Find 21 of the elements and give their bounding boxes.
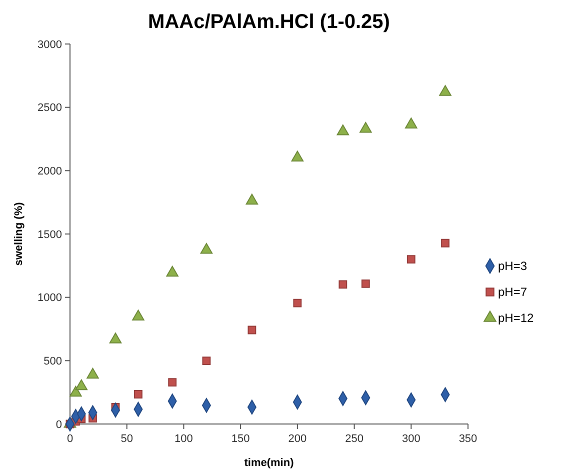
y-tick-label: 1500 <box>38 228 62 241</box>
y-tick-label: 0 <box>56 418 62 431</box>
x-tick-label: 0 <box>66 433 74 445</box>
legend-label: pH=7 <box>498 285 528 300</box>
chart-title: MAAc/PAlAm.HCl (1-0.25) <box>148 11 390 33</box>
x-tick-label: 250 <box>345 433 364 445</box>
legend-label: pH=3 <box>498 259 528 274</box>
x-tick-label: 100 <box>174 433 193 445</box>
y-tick-label: 1000 <box>38 292 62 304</box>
x-tick-label: 300 <box>402 433 420 445</box>
x-tick-label: 350 <box>458 433 478 445</box>
y-tick-label: 2500 <box>38 102 62 114</box>
legend-label: pH=12 <box>498 311 534 326</box>
x-tick-label: 200 <box>288 433 307 445</box>
y-tick-label: 2000 <box>38 166 62 178</box>
x-tick-label: 50 <box>120 433 133 445</box>
y-axis-title: swelling (%) <box>13 202 25 266</box>
x-axis-title: time(min) <box>244 457 294 469</box>
x-tick-label: 150 <box>231 433 250 445</box>
y-tick-label: 500 <box>44 356 62 368</box>
y-tick-label: 3000 <box>38 38 62 51</box>
